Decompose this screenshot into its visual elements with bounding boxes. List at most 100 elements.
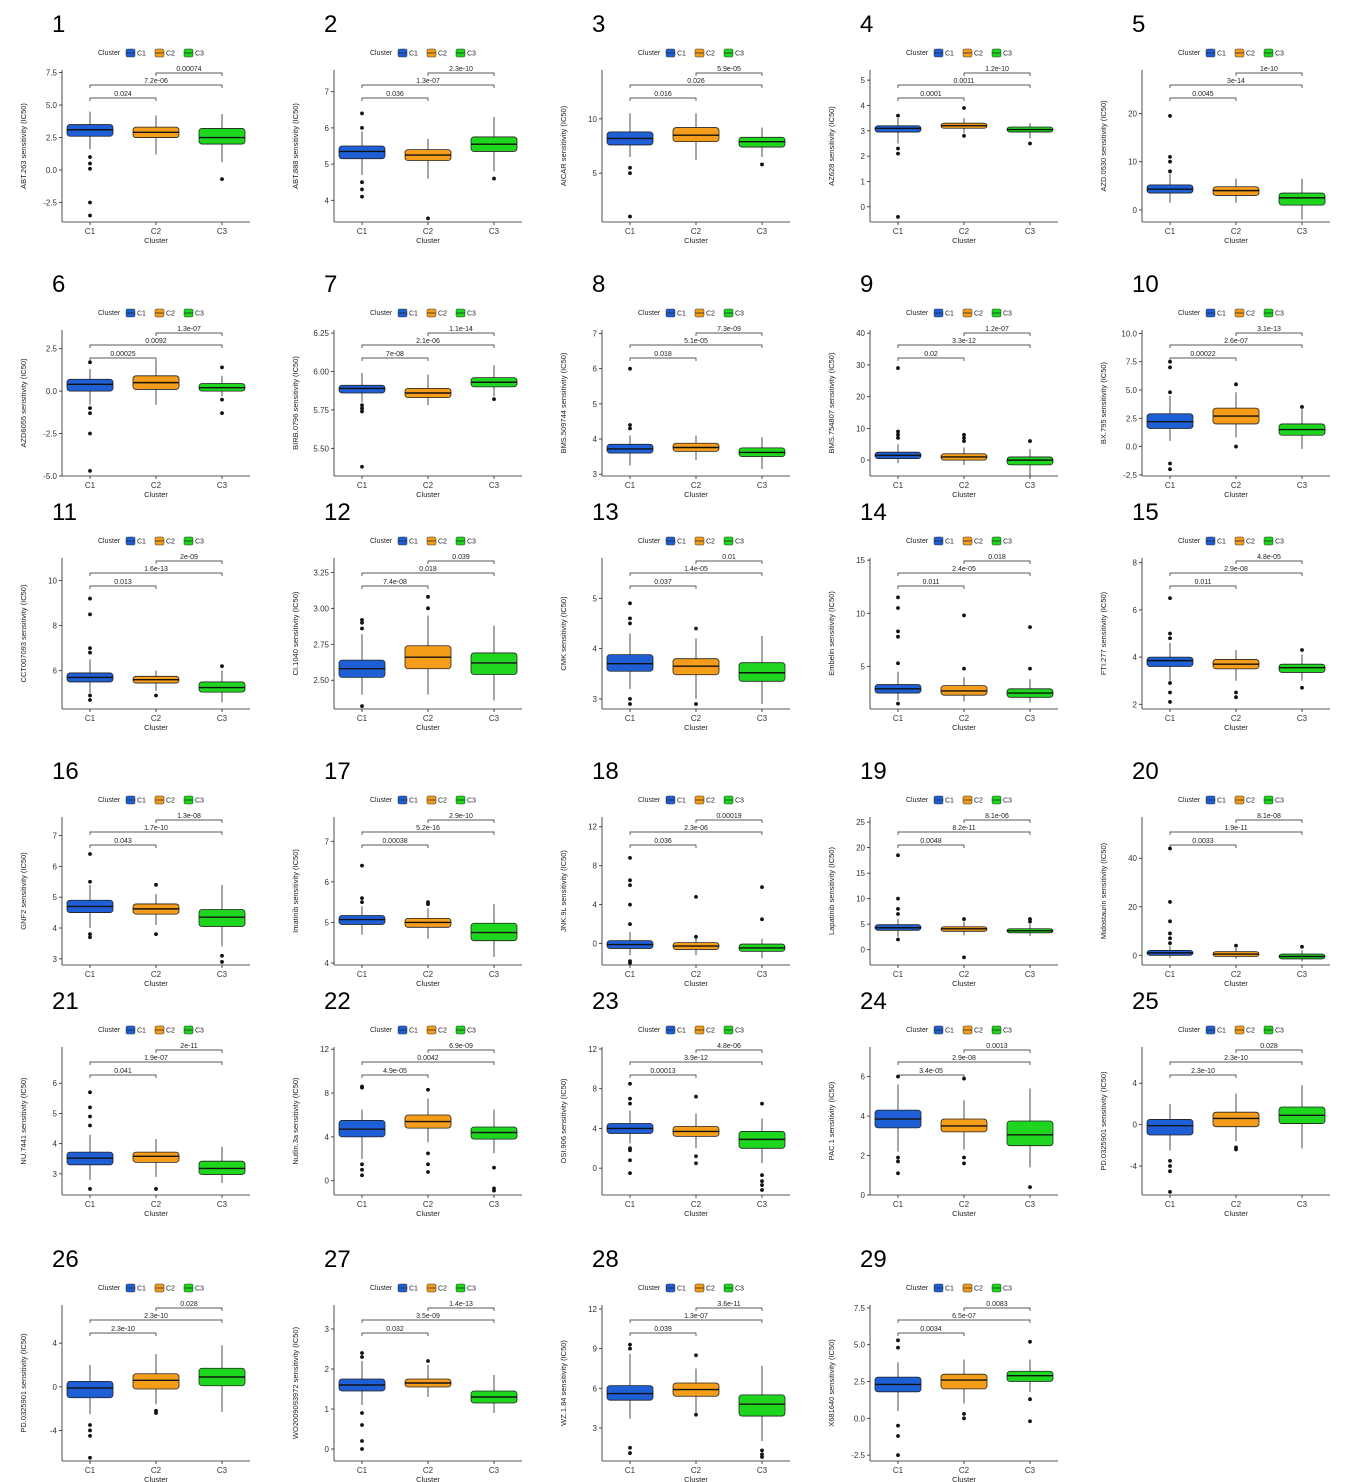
outlier-point <box>88 596 92 601</box>
legend-label-c2: C2 <box>166 51 175 58</box>
box-c3 <box>738 1101 786 1192</box>
y-axis-title: JNK.9L sensitivity (IC50) <box>559 850 568 932</box>
outlier-point <box>360 1423 364 1427</box>
pvalue-label: 1.3e-07 <box>177 326 201 333</box>
legend: Cluster C1 C2 C3 <box>1178 536 1284 546</box>
x-tick-label: C3 <box>757 1200 768 1209</box>
x-tick-label: C1 <box>85 1200 96 1209</box>
legend-title: Cluster <box>98 1027 121 1034</box>
outlier-point <box>360 406 364 411</box>
box-c3 <box>198 365 246 416</box>
outlier-point <box>962 106 966 110</box>
x-tick-label: C1 <box>893 481 904 490</box>
box-c3 <box>1006 917 1054 936</box>
legend-label-c3: C3 <box>1275 311 1284 318</box>
pvalue-bracket-c1-c2: 4.9e-05 <box>361 1068 429 1078</box>
pvalue-label: 0.011 <box>1195 579 1212 586</box>
pvalue-label: 1.2e-10 <box>985 66 1009 73</box>
outlier-point <box>628 366 632 371</box>
x-tick-label: C2 <box>423 1466 434 1475</box>
pvalue-bracket-c2-c3: 0.0083 <box>963 1301 1031 1311</box>
y-tick-label: 4 <box>53 1339 58 1348</box>
pvalue-bracket-c1-c2: 0.0033 <box>1169 838 1237 848</box>
pvalue-bracket-c1-c2: 0.011 <box>897 579 965 589</box>
pvalue-bracket-c1-c2: 0.0034 <box>897 1326 965 1336</box>
outlier-point <box>360 626 364 631</box>
y-tick-label: 8 <box>593 862 598 871</box>
legend-title: Cluster <box>906 310 929 317</box>
y-tick-label: 5 <box>593 169 598 178</box>
legend-label-c3: C3 <box>735 798 744 805</box>
legend: Cluster C1 C2 C3 <box>638 1025 744 1035</box>
x-tick-label: C1 <box>357 1466 368 1475</box>
outlier-point <box>896 629 900 634</box>
y-tick-label: 0 <box>861 1191 866 1200</box>
x-tick-label: C2 <box>151 714 162 723</box>
outlier-point <box>360 1439 364 1443</box>
y-tick-label: 20 <box>1128 903 1137 912</box>
legend-label-c2: C2 <box>438 798 447 805</box>
outlier-point <box>896 1453 900 1458</box>
legend-label-c3: C3 <box>467 51 476 58</box>
outlier-point <box>1168 1158 1172 1163</box>
box-c1 <box>874 366 922 464</box>
outlier-point <box>88 200 92 205</box>
pvalue-label: 0.039 <box>654 1326 672 1333</box>
legend: Cluster C1 C2 C3 <box>370 536 476 546</box>
y-tick-label: 3 <box>53 1170 58 1179</box>
outlier-point <box>220 177 224 182</box>
outlier-point <box>694 894 698 899</box>
outlier-point <box>694 702 698 706</box>
pvalue-bracket-c1-c3: 8.2e-11 <box>897 825 1031 835</box>
legend-label-c3: C3 <box>1003 539 1012 546</box>
box-c1 <box>338 617 386 709</box>
iqr-box <box>132 1151 180 1163</box>
outlier-point <box>360 1351 364 1355</box>
y-axis-title: Embelin sensitivity (IC50) <box>827 591 836 676</box>
outlier-point <box>360 617 364 622</box>
outlier-point <box>628 1101 632 1106</box>
legend-label-c2: C2 <box>974 1028 983 1035</box>
pvalue-label: 2e-09 <box>180 554 198 561</box>
pvalue-label: 6.5e-07 <box>952 1313 976 1320</box>
outlier-point <box>360 180 364 185</box>
legend: Cluster C1 C2 C3 <box>370 795 476 805</box>
pvalue-bracket-c2-c3: 8.1e-08 <box>1235 813 1303 823</box>
x-tick-label: C1 <box>85 1466 96 1475</box>
legend-label-c1: C1 <box>1217 1028 1226 1035</box>
bracket-line <box>629 1319 763 1323</box>
outlier-point <box>220 365 224 370</box>
legend-label-c1: C1 <box>137 1028 146 1035</box>
legend-label-c1: C1 <box>945 539 954 546</box>
x-axis-title: Cluster <box>684 236 708 245</box>
pvalue-bracket-c2-c3: 8.1e-06 <box>963 813 1031 823</box>
outlier-point <box>1168 159 1172 164</box>
outlier-point <box>426 1151 430 1156</box>
box-c3 <box>198 884 246 964</box>
outlier-point <box>360 1411 364 1415</box>
outlier-point <box>154 693 158 698</box>
y-tick-label: 8 <box>593 1085 598 1094</box>
bracket-line <box>89 1332 157 1336</box>
x-tick-label: C3 <box>1025 481 1036 490</box>
bracket-line <box>427 1049 495 1053</box>
legend-label-c2: C2 <box>706 539 715 546</box>
box-c3 <box>470 1375 518 1413</box>
y-tick-label: 10 <box>856 895 865 904</box>
legend: Cluster C1 C2 C3 <box>98 308 204 318</box>
legend-label-c3: C3 <box>735 51 744 58</box>
legend-label-c2: C2 <box>706 798 715 805</box>
y-tick-label: 12 <box>588 1305 597 1314</box>
legend-label-c1: C1 <box>945 1286 954 1293</box>
pvalue-bracket-c2-c3: 2e-11 <box>155 1043 223 1053</box>
y-tick-label: 3 <box>325 1325 330 1334</box>
x-axis-title: Cluster <box>416 1209 440 1218</box>
bracket-line <box>1169 572 1303 576</box>
boxplot-panel-23: 23 Cluster C1 C2 C3 0 4 8 12 OSI.906 sensitivity … <box>559 988 790 1218</box>
boxplot-panel-12: 12 Cluster C1 C2 C3 2.50 2.75 3.00 3.25 CI.1040 s… <box>291 499 522 732</box>
y-tick-label: 4 <box>593 645 598 654</box>
legend-label-c3: C3 <box>467 539 476 546</box>
legend-label-c1: C1 <box>1217 311 1226 318</box>
legend-label-c3: C3 <box>1003 1028 1012 1035</box>
box-c2 <box>132 882 180 937</box>
